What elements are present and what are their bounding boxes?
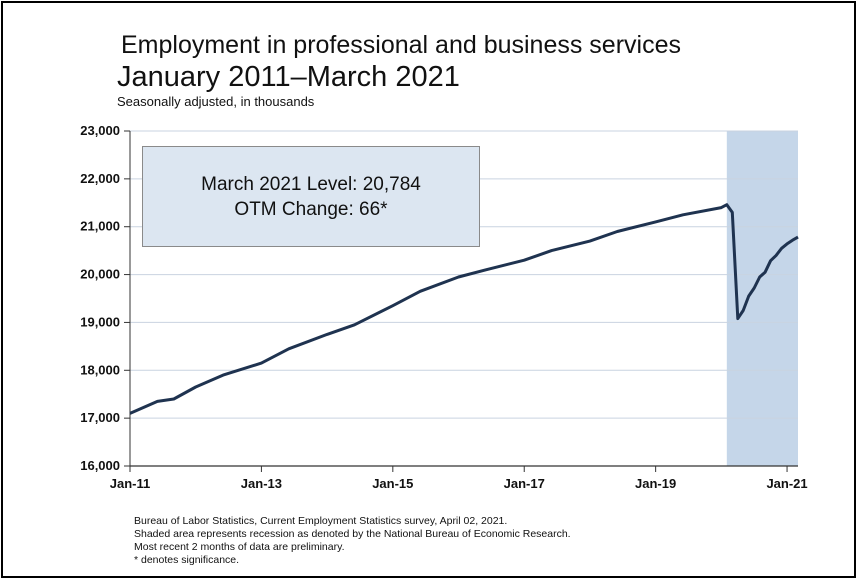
y-tick-label: 22,000 xyxy=(80,171,120,186)
y-tick-labels: 16,000 17,000 18,000 19,000 20,000 21,000 22,0… xyxy=(80,123,120,473)
chart-title: Employment in professional and business … xyxy=(121,31,681,59)
recession-shading xyxy=(726,131,798,466)
callout-change: OTM Change: 66* xyxy=(234,198,388,220)
y-tick-label: 23,000 xyxy=(80,123,120,138)
x-tick-label: Jan-21 xyxy=(766,476,807,491)
note-source: Bureau of Labor Statistics, Current Empl… xyxy=(134,515,508,527)
x-tick-label: Jan-13 xyxy=(241,476,282,491)
x-tick-label: Jan-11 xyxy=(110,476,150,491)
note-significance: * denotes significance. xyxy=(134,554,240,566)
employment-line xyxy=(129,203,799,415)
x-tick-labels: Jan-11 Jan-13 Jan-15 Jan-17 Jan-19 Jan-21 xyxy=(110,466,808,491)
axes xyxy=(129,131,798,467)
y-tick-label: 18,000 xyxy=(80,362,120,377)
x-tick-label: Jan-15 xyxy=(372,476,413,491)
y-tick-label: 19,000 xyxy=(80,314,120,329)
chart-subtitle: Seasonally adjusted, in thousands xyxy=(117,94,315,109)
callout-level: March 2021 Level: 20,784 xyxy=(201,173,421,195)
y-tick-label: 20,000 xyxy=(80,267,120,282)
level-callout-box: March 2021 Level: 20,784 OTM Change: 66* xyxy=(142,146,480,247)
x-tick-label: Jan-17 xyxy=(504,476,545,491)
note-preliminary: Most recent 2 months of data are prelimi… xyxy=(134,541,345,553)
y-tick-label: 17,000 xyxy=(80,410,120,425)
y-tick-label: 16,000 xyxy=(80,458,120,473)
chart-date-range: January 2011–March 2021 xyxy=(117,61,460,93)
note-recession: Shaded area represents recession as deno… xyxy=(134,528,571,540)
source-notes: Bureau of Labor Statistics, Current Empl… xyxy=(134,515,571,567)
x-tick-label: Jan-19 xyxy=(635,476,676,491)
y-tick-label: 21,000 xyxy=(80,219,120,234)
